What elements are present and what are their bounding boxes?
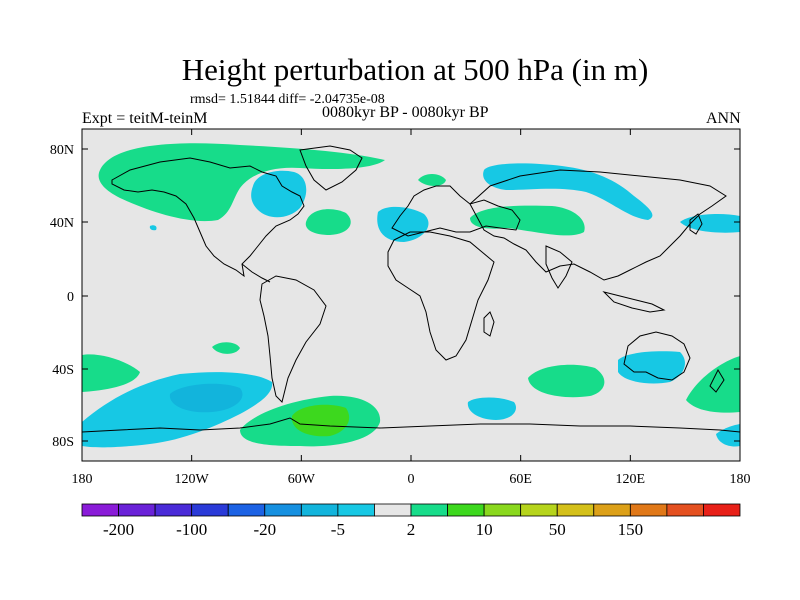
- coast-asia: [469, 169, 727, 281]
- colorbar-swatch: [154, 503, 193, 517]
- anomaly-region-australia: [618, 351, 685, 384]
- lon-tick-label: 60E: [509, 472, 532, 487]
- colorbar-swatch: [337, 503, 375, 517]
- anomaly-region-north-america: [98, 143, 385, 222]
- coast-europe: [391, 185, 521, 237]
- anomaly-region-atlantic: [305, 209, 351, 235]
- colorbar-swatch: [191, 503, 229, 517]
- anomaly-region-arctic-europe: [418, 174, 446, 186]
- latitude-axis: 80N 40N 0 40S 80S: [50, 143, 740, 450]
- lat-tick-label: 0: [67, 290, 74, 305]
- anomaly-region-south-atlantic: [212, 342, 240, 354]
- coast-antarctica: [82, 417, 740, 433]
- coast-madagascar: [483, 311, 495, 337]
- lon-tick-label: 180: [730, 472, 751, 487]
- colorbar-swatch: [118, 503, 156, 517]
- coast-south-america: [259, 275, 327, 403]
- anomaly-region-south-pacific-east: [686, 356, 740, 413]
- colorbar-label: 2: [407, 520, 416, 539]
- anomaly-region-hudson: [251, 170, 307, 218]
- coast-new-zealand: [709, 368, 725, 393]
- colorbar-swatch: [593, 503, 631, 517]
- coast-india: [545, 245, 573, 289]
- lat-tick-label: 80S: [52, 435, 74, 450]
- colorbar-swatch: [520, 503, 558, 517]
- colorbar-label: 50: [549, 520, 566, 539]
- colorbar-swatch: [666, 503, 704, 517]
- anomaly-region-siberia: [483, 163, 653, 220]
- coast-north-america: [111, 157, 305, 278]
- anomaly-region-weddell-core: [291, 404, 350, 437]
- anomaly-region-south-pacific-west: [82, 354, 140, 392]
- contour-fills: [82, 143, 740, 448]
- colorbar-swatch: [81, 503, 119, 517]
- anomaly-region-pacific-antarctic-core: [169, 383, 243, 413]
- anomaly-region-south-indian: [467, 397, 516, 420]
- rmsd-stats: rmsd= 1.51844 diff= -2.04735e-08: [190, 92, 385, 107]
- lon-tick-label: 120E: [616, 472, 646, 487]
- colorbar-swatch: [227, 503, 266, 517]
- lat-tick-label: 80N: [50, 143, 74, 158]
- colorbar-label: 150: [618, 520, 644, 539]
- coastlines: [82, 145, 740, 433]
- colorbar-label: -20: [253, 520, 276, 539]
- coast-africa: [387, 231, 495, 361]
- coast-indonesia: [602, 291, 666, 313]
- colorbar-swatch: [410, 503, 448, 517]
- colorbar-label: -100: [176, 520, 207, 539]
- colorbar-swatch: [374, 503, 412, 517]
- colorbar-labels: -200 -100 -20 -5 2 10 50 150: [103, 520, 643, 539]
- experiment-label: Expt = teitM-teinM: [82, 110, 208, 127]
- lat-tick-label: 40N: [50, 216, 74, 231]
- colorbar-swatch: [629, 503, 668, 517]
- colorbar-swatch: [447, 503, 485, 517]
- period-label: 0080kyr BP - 0080kyr BP: [322, 104, 489, 121]
- coast-greenland: [299, 145, 363, 191]
- colorbar-swatch: [703, 503, 741, 517]
- season-label: ANN: [706, 110, 741, 127]
- colorbar-label: -200: [103, 520, 134, 539]
- lon-tick-label: 0: [408, 472, 415, 487]
- anomaly-region-europe: [377, 206, 429, 242]
- anomaly-region-north-atlantic-small: [149, 225, 157, 231]
- lon-tick-label: 120W: [175, 472, 210, 487]
- chart-title: Height perturbation at 500 hPa (in m): [181, 52, 649, 87]
- coast-australia: [623, 331, 691, 381]
- colorbar-swatch: [556, 503, 595, 517]
- lon-tick-label: 180: [72, 472, 93, 487]
- colorbar-label: 10: [476, 520, 493, 539]
- anomaly-region-indian-ocean: [528, 364, 605, 398]
- colorbar-swatch: [300, 503, 339, 517]
- colorbar: [81, 503, 741, 517]
- colorbar-swatch: [264, 503, 302, 517]
- longitude-axis: 180 120W 60W 0 60E 120E 180: [72, 129, 751, 487]
- coast-central-america: [241, 263, 271, 283]
- lat-tick-label: 40S: [52, 363, 74, 378]
- colorbar-swatch: [483, 503, 522, 517]
- lon-tick-label: 60W: [288, 472, 316, 487]
- colorbar-label: -5: [331, 520, 345, 539]
- coast-japan: [689, 213, 703, 235]
